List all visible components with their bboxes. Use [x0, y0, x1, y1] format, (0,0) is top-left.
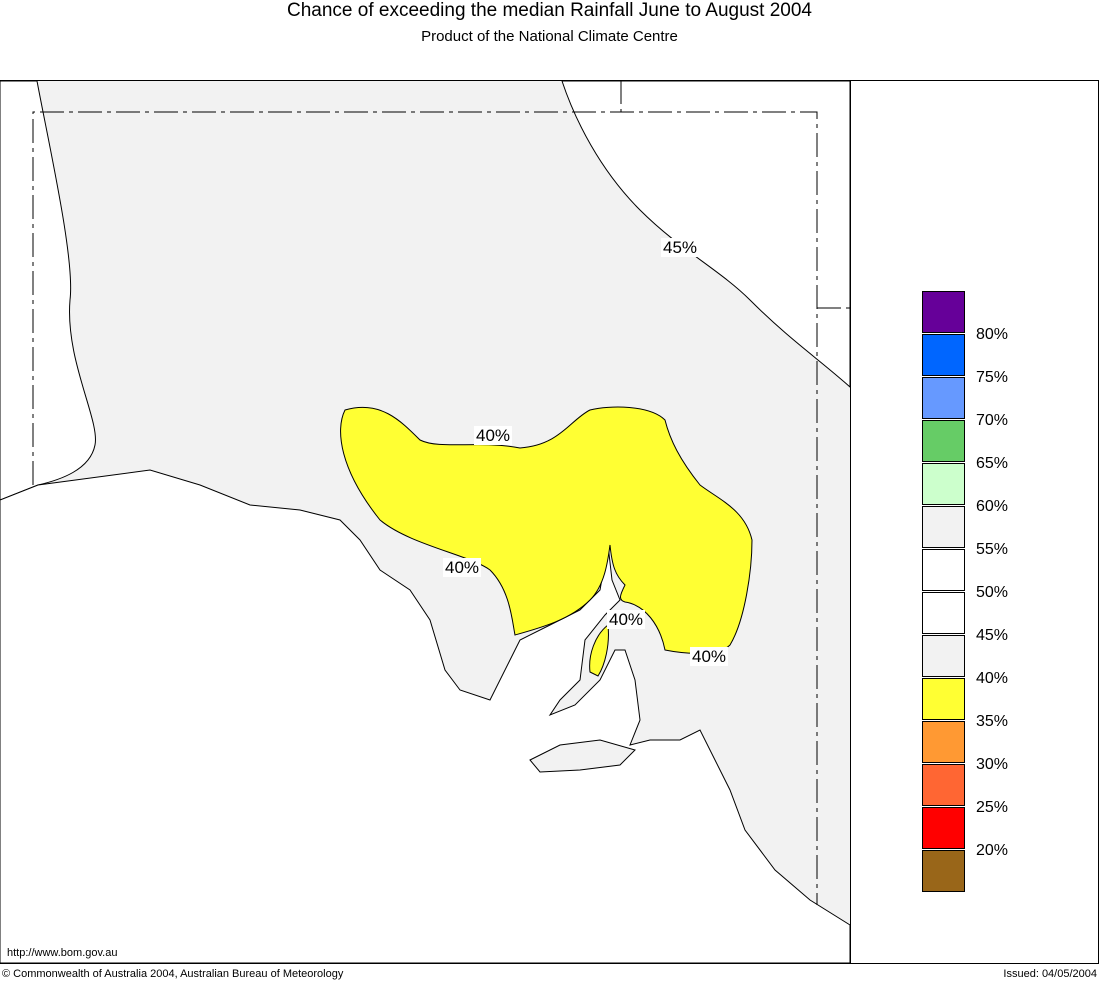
legend-swatch	[922, 764, 965, 806]
region-above-45	[561, 80, 851, 389]
legend-swatch	[922, 463, 965, 505]
issued-date: Issued: 04/05/2004	[1003, 968, 1097, 980]
legend-swatch	[922, 678, 965, 720]
legend-swatch	[922, 721, 965, 763]
legend-label: 55%	[976, 541, 1009, 558]
legend-label: 35%	[976, 713, 1009, 730]
west-region-above-45	[0, 80, 96, 501]
legend-swatch	[922, 420, 965, 462]
legend-label: 80%	[976, 326, 1009, 343]
copyright: © Commonwealth of Australia 2004, Austra…	[2, 968, 344, 980]
legend-label: 60%	[976, 498, 1009, 515]
map-title: Chance of exceeding the median Rainfall …	[287, 0, 812, 21]
contour-label: 40%	[607, 610, 646, 629]
legend-label: 45%	[976, 627, 1009, 644]
legend-swatch	[922, 592, 965, 634]
contour-label: 40%	[690, 647, 729, 666]
legend-swatch	[922, 291, 965, 333]
legend-swatch	[922, 506, 965, 548]
region-below-40	[340, 406, 753, 654]
legend-swatch	[922, 377, 965, 419]
legend-swatch	[922, 850, 965, 892]
contour-label: 40%	[474, 426, 513, 445]
legend-label: 70%	[976, 412, 1009, 429]
legend-label: 25%	[976, 799, 1009, 816]
legend-swatch	[922, 549, 965, 591]
legend-panel	[850, 80, 1099, 964]
legend-label: 75%	[976, 369, 1009, 386]
legend-label: 50%	[976, 584, 1009, 601]
legend-swatch	[922, 807, 965, 849]
contour-label: 40%	[443, 558, 482, 577]
kangaroo-island	[529, 739, 636, 773]
contour-label: 45%	[661, 238, 700, 257]
ocean	[0, 469, 851, 964]
legend-label: 40%	[976, 670, 1009, 687]
source-url: http://www.bom.gov.au	[7, 947, 118, 959]
state-borders	[32, 80, 850, 905]
map-subtitle: Product of the National Climate Centre	[421, 28, 678, 45]
legend-swatch	[922, 635, 965, 677]
legend-label: 20%	[976, 842, 1009, 859]
legend-label: 65%	[976, 455, 1009, 472]
legend-label: 30%	[976, 756, 1009, 773]
legend-swatch	[922, 334, 965, 376]
